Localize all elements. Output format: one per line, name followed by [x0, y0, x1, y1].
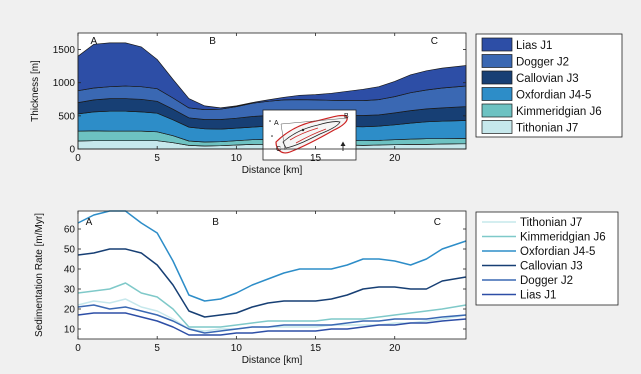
x-tick-label: 5 — [154, 153, 160, 164]
section-label-a: A — [91, 36, 98, 47]
legend-swatch-callovian-j3 — [481, 70, 513, 85]
legend-swatch-dogger-j2 — [481, 54, 513, 68]
legend-swatch-tithonian-j7 — [481, 120, 513, 134]
legend-label-oxfordian-j4-5: Oxfordian J4-5 — [516, 90, 591, 102]
line-kimmeridgian-j6 — [77, 282, 467, 328]
rate-axes: 0 5 10 15 20 10 20 30 40 50 60 Distance [km] Sedimen… — [34, 211, 466, 366]
x-tick-label: 20 — [389, 153, 401, 164]
section-label-a: A — [86, 217, 93, 228]
legend-swatch-lias-j1 — [481, 37, 513, 52]
line-oxfordian-j4-5 — [77, 210, 467, 302]
y-tick-label: 50 — [64, 245, 76, 256]
legend-label-kimmeridgian-j6: Kimmeridgian J6 — [516, 106, 602, 118]
legend-label-lias-j1: Lias J1 — [520, 290, 556, 302]
inset-map-dot — [301, 128, 305, 132]
inset-map-dot — [271, 135, 273, 137]
north-arrow-icon — [340, 141, 346, 151]
legend-swatch-kimmeridgian-j6 — [481, 103, 513, 118]
inset-label-a: A — [274, 120, 279, 127]
inset-label-b: B — [344, 113, 349, 120]
x-tick-label: 0 — [75, 343, 81, 354]
inset-map-red-contours — [289, 127, 327, 144]
inset-map-section-line-2 — [280, 123, 286, 151]
y-axis-label: Sedimentation Rate [m/Myr] — [34, 213, 45, 337]
rate-plot-background — [78, 211, 466, 339]
line-lias-j1 — [77, 312, 467, 336]
section-label-c: C — [434, 217, 441, 228]
rate-legend: Tithonian J7 Kimmeridgian J6 Oxfordian J4-… — [475, 211, 619, 306]
line-callovian-j3 — [77, 248, 467, 318]
section-label-b: B — [212, 217, 219, 228]
thickness-chart: A B C 0 5 10 15 20 0 500 1000 1500 Distance [km] T… — [30, 32, 623, 176]
legend-swatch-oxfordian-j4-5 — [481, 87, 513, 101]
x-tick-label: 20 — [389, 343, 401, 354]
inset-label-c: C — [276, 146, 281, 153]
legend-label-tithonian-j7: Tithonian J7 — [520, 217, 582, 229]
legend-label-lias-j1: Lias J1 — [516, 40, 552, 52]
thickness-legend: Lias J1 Dogger J2 Callovian J3 Oxfordian J4… — [475, 33, 623, 138]
line-dogger-j2 — [77, 304, 467, 334]
y-tick-label: 60 — [64, 225, 76, 236]
x-tick-label: 10 — [231, 343, 243, 354]
legend-label-dogger-j2: Dogger J2 — [516, 57, 569, 69]
legend-label-callovian-j3: Callovian J3 — [520, 261, 583, 273]
x-tick-label: 10 — [231, 153, 243, 164]
inset-map-section-line — [280, 117, 349, 125]
legend-label-kimmeridgian-j6: Kimmeridgian J6 — [520, 232, 606, 244]
inset-map-contours — [282, 121, 341, 149]
rate-lines — [77, 210, 467, 336]
section-label-c: C — [431, 36, 438, 47]
legend-label-dogger-j2: Dogger J2 — [520, 275, 573, 287]
section-label-b: B — [209, 36, 216, 47]
legend-frame — [475, 211, 619, 306]
rate-plot-frame — [77, 210, 467, 340]
y-tick-label: 40 — [64, 265, 76, 276]
sedimentation-rate-chart: 0 5 10 15 20 10 20 30 40 50 60 Distance [km] Sedimen… — [34, 210, 619, 366]
x-tick-label: 5 — [154, 343, 160, 354]
x-tick-label: 0 — [75, 153, 81, 164]
inset-map: A B C — [262, 109, 357, 161]
y-tick-label: 1000 — [53, 78, 76, 89]
y-tick-label: 30 — [64, 285, 76, 296]
y-axis-label: Thickness [m] — [30, 60, 41, 122]
legend-label-tithonian-j7: Tithonian J7 — [516, 123, 578, 135]
y-tick-label: 10 — [64, 325, 76, 336]
inset-map-basin-outline — [275, 114, 348, 154]
thickness-plot-frame — [77, 32, 467, 150]
x-axis-label: Distance [km] — [242, 165, 303, 176]
thickness-axes: 0 5 10 15 20 0 500 1000 1500 Distance [km] Thickne… — [30, 33, 466, 176]
y-tick-label: 20 — [64, 305, 76, 316]
x-tick-label: 15 — [310, 153, 322, 164]
y-tick-label: 0 — [69, 145, 75, 156]
x-tick-label: 15 — [310, 343, 322, 354]
x-axis-label: Distance [km] — [242, 355, 303, 366]
inset-map-dot — [269, 120, 271, 122]
y-tick-label: 1500 — [53, 45, 76, 56]
legend-label-callovian-j3: Callovian J3 — [516, 73, 579, 85]
legend-label-oxfordian-j4-5: Oxfordian J4-5 — [520, 246, 595, 258]
y-tick-label: 500 — [58, 111, 75, 122]
